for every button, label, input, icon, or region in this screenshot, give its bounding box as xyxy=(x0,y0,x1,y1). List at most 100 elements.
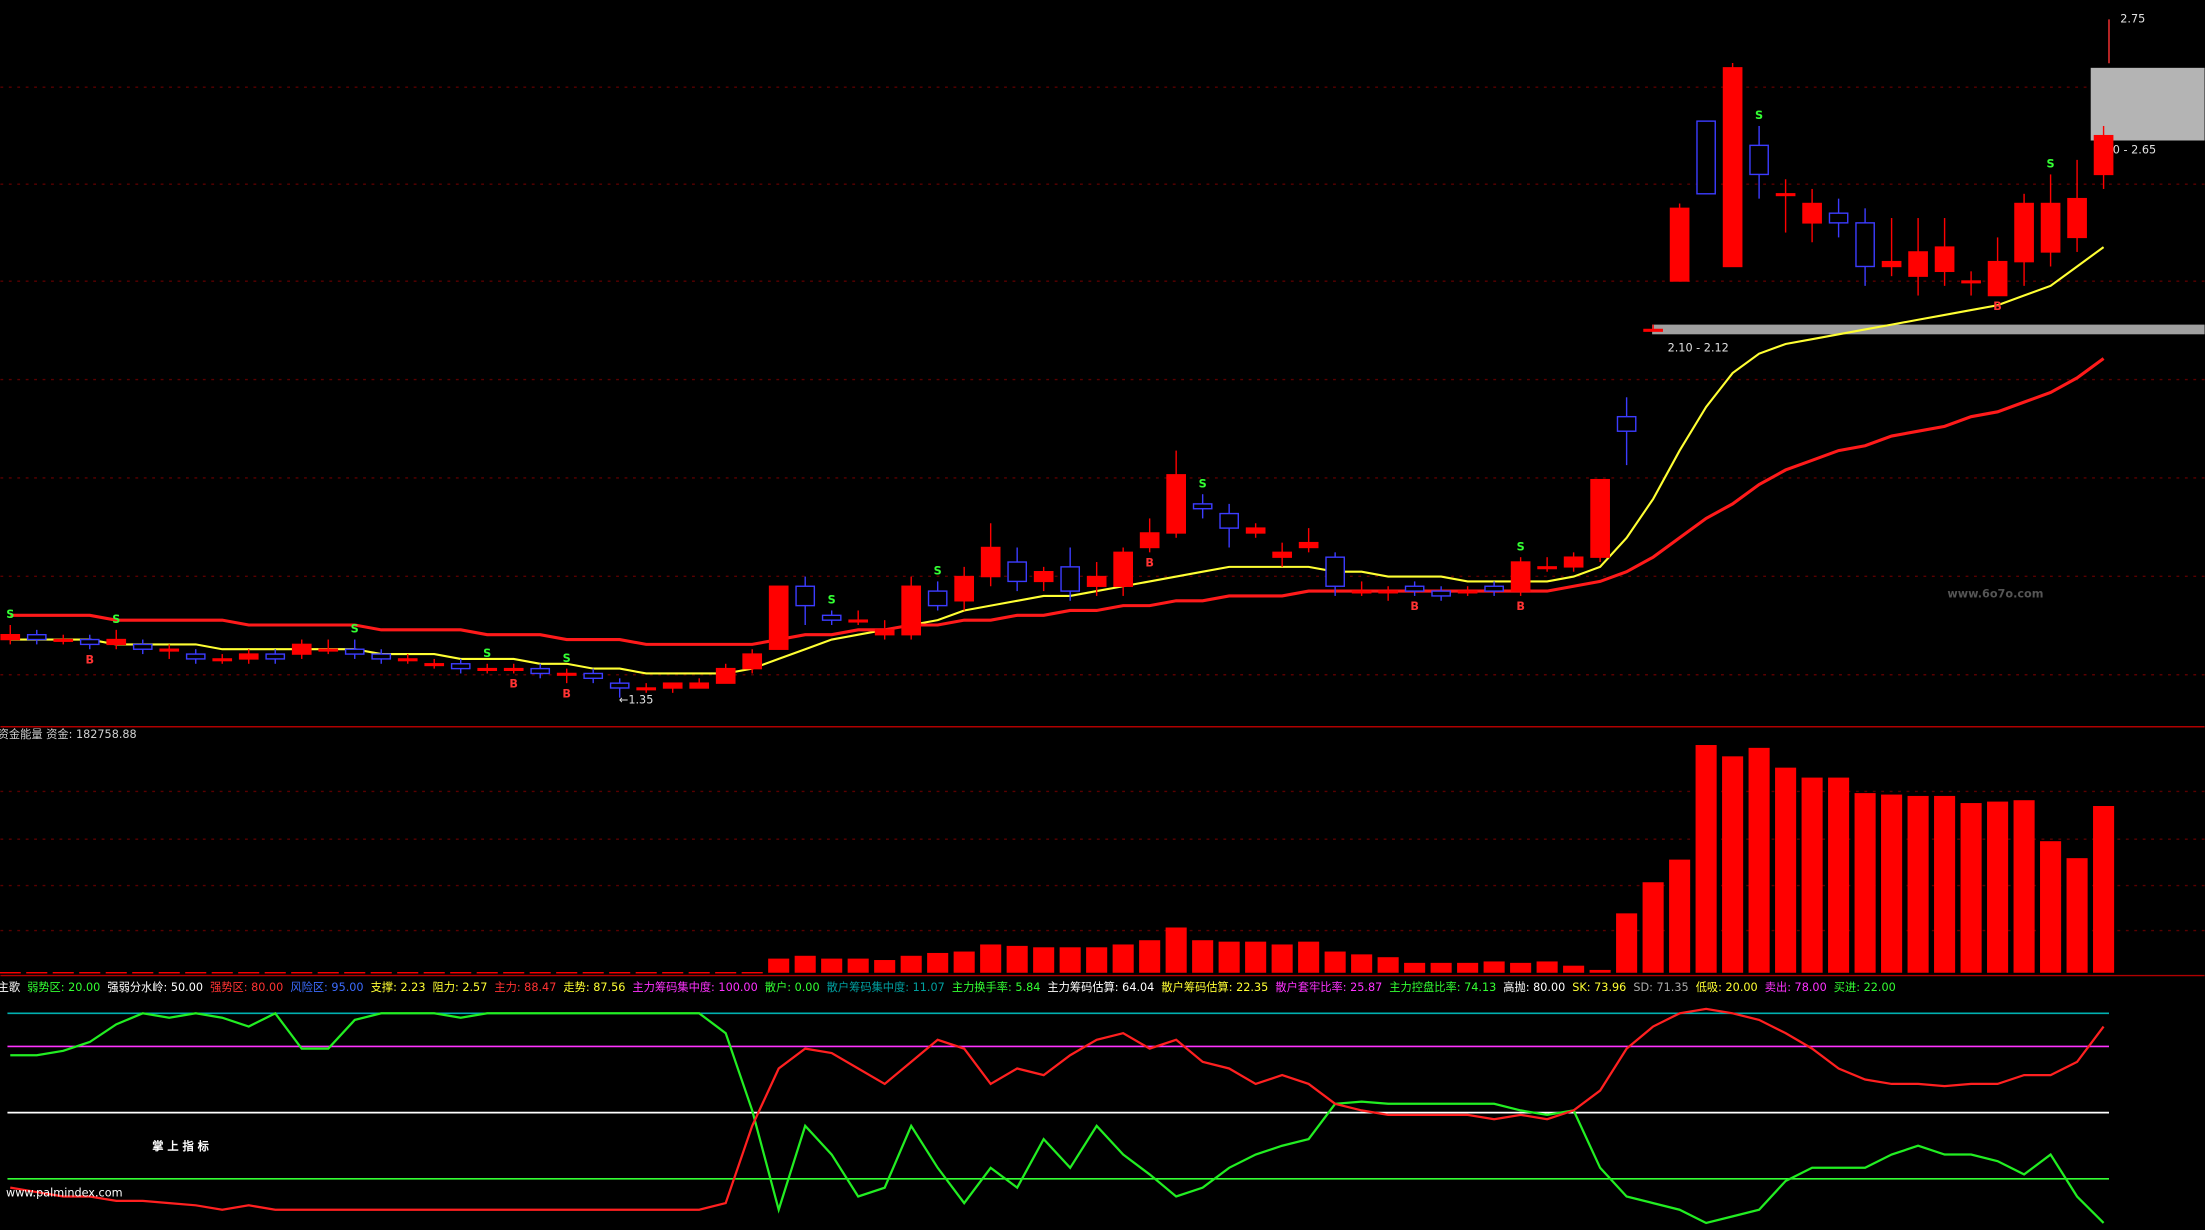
indicator-header: 低吸: 20.00 xyxy=(1696,981,1758,994)
candle-body xyxy=(79,638,100,646)
candle-body xyxy=(1881,260,1902,268)
candle-body xyxy=(1537,566,1557,570)
bar xyxy=(953,951,975,973)
bar xyxy=(105,972,127,974)
candle-body xyxy=(159,648,180,652)
signal-label: S xyxy=(6,608,14,621)
indicator-header: 散户筹码集中度: 11.07 xyxy=(827,980,945,994)
bar xyxy=(821,958,843,973)
bar xyxy=(1669,859,1691,973)
annotation: ←1.35 xyxy=(619,693,653,706)
indicator-header: SK: 73.96 xyxy=(1572,981,1626,994)
signal-label: S xyxy=(1517,540,1525,553)
bar xyxy=(1748,747,1770,973)
bar xyxy=(1324,951,1346,973)
candle-body xyxy=(1908,251,1928,277)
signal-label: S xyxy=(112,613,120,626)
candle-body xyxy=(1669,207,1690,282)
bar xyxy=(1695,745,1717,973)
watermark: www.palmindex.com xyxy=(6,1186,123,1199)
bar xyxy=(1854,793,1876,973)
bar xyxy=(2040,841,2062,973)
candle-body xyxy=(1616,415,1637,432)
candle-body xyxy=(901,585,922,636)
candle-body xyxy=(1643,328,1663,332)
candle-body xyxy=(1775,193,1796,197)
indicator-header: 支撑: 2.23 xyxy=(371,980,426,994)
bar xyxy=(1033,947,1055,973)
indicator-header: 阻力: 2.57 xyxy=(432,981,487,994)
candle-body xyxy=(1298,541,1319,549)
bar xyxy=(1139,940,1161,973)
bar xyxy=(1298,941,1320,973)
bar xyxy=(847,958,869,973)
indicator-header: 强弱分水岭: 50.00 xyxy=(107,980,203,994)
bar xyxy=(185,972,207,974)
candle-body xyxy=(26,633,47,641)
bar xyxy=(662,972,684,974)
bar xyxy=(874,960,896,973)
bar xyxy=(794,955,816,973)
candle-body xyxy=(1961,280,1981,284)
candle-body xyxy=(238,653,259,660)
bar xyxy=(609,972,631,974)
zone xyxy=(2090,67,2205,141)
watermark: www.6o7o.com xyxy=(1947,588,2043,601)
bar xyxy=(1987,801,2009,973)
bar xyxy=(1430,962,1452,973)
candle-body xyxy=(689,682,710,689)
bar xyxy=(900,955,922,973)
bar xyxy=(1934,795,1956,973)
indicator-line xyxy=(10,1007,2105,1211)
bar xyxy=(582,972,604,974)
candle-body xyxy=(1828,212,1849,224)
bar xyxy=(1510,962,1532,973)
candle-body xyxy=(1166,474,1186,534)
indicator-header: 主力换手率: 5.84 xyxy=(952,980,1041,994)
candle-body xyxy=(503,667,524,672)
indicator-header: SD: 71.35 xyxy=(1633,981,1688,994)
bar xyxy=(52,972,74,974)
bar xyxy=(1907,795,1929,973)
candle-body xyxy=(1113,551,1134,587)
bar xyxy=(741,972,763,974)
signal-label: B xyxy=(1993,300,2002,313)
candle-body xyxy=(1033,571,1054,583)
bar xyxy=(344,972,366,974)
bar xyxy=(1828,777,1850,973)
signal-label: S xyxy=(828,594,836,607)
bar xyxy=(1059,947,1081,973)
bar xyxy=(476,972,498,974)
bar xyxy=(0,972,21,974)
candle-body xyxy=(954,575,975,602)
indicator-header: 散户: 0.00 xyxy=(765,980,820,994)
candle-body xyxy=(1404,585,1425,592)
candle-body xyxy=(530,667,551,675)
bar xyxy=(927,952,949,973)
bar xyxy=(211,972,233,974)
candle-body xyxy=(344,648,365,655)
bar xyxy=(1457,962,1479,973)
bar xyxy=(1616,913,1638,973)
candle-body xyxy=(874,629,895,636)
indicator-header: 主力筹码估算: 64.04 xyxy=(1047,980,1154,994)
bar xyxy=(529,972,551,974)
candle-body xyxy=(450,663,471,670)
bar xyxy=(1536,961,1558,973)
bar xyxy=(1589,969,1611,973)
candle-body xyxy=(848,619,869,623)
signal-label: S xyxy=(351,623,359,636)
indicator-header: 强势区: 80.00 xyxy=(210,981,283,994)
candle-body xyxy=(477,667,498,672)
candle-body xyxy=(768,585,789,650)
candle-body xyxy=(212,658,233,662)
candle-body xyxy=(371,653,392,660)
bar xyxy=(1271,944,1293,973)
panel-title: 资金能量 资金: 182758.88 xyxy=(0,727,137,741)
signal-label: B xyxy=(1145,557,1154,570)
candle-body xyxy=(1325,556,1345,587)
candle-body xyxy=(1245,527,1266,534)
candle-body xyxy=(636,687,657,691)
